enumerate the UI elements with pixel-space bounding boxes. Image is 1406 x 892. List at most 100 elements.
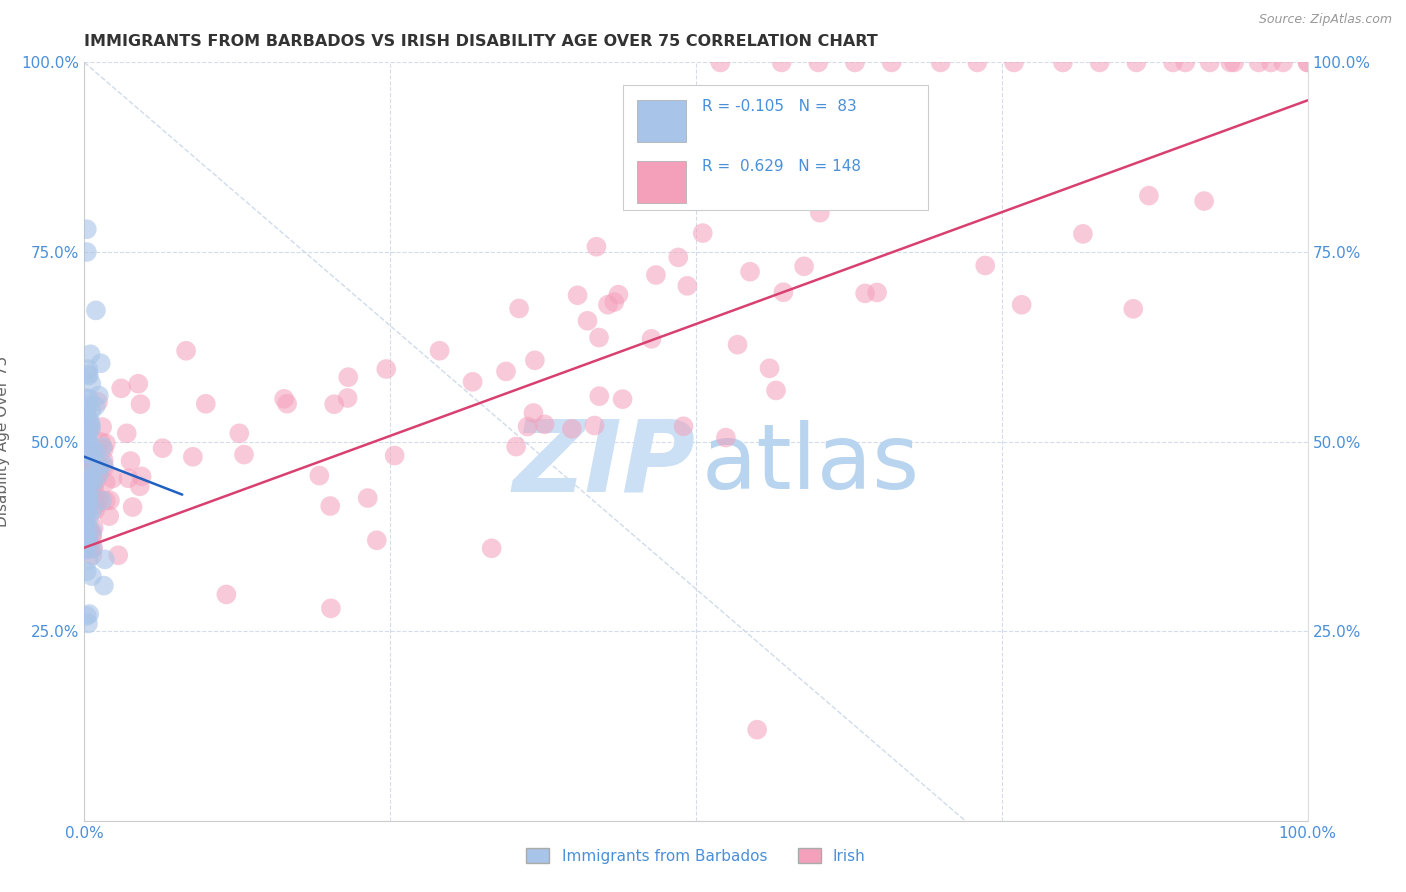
- Point: [84, 468, 107, 483]
- Point: [76, 409, 98, 424]
- Point: [645, 268, 668, 282]
- Point: [107, 548, 129, 563]
- Point: [880, 55, 903, 70]
- Point: [131, 469, 153, 483]
- Point: [495, 364, 517, 378]
- Point: [75, 474, 97, 488]
- Point: [91, 440, 114, 454]
- Point: [793, 260, 815, 274]
- Point: [1296, 55, 1319, 70]
- Text: Source: ZipAtlas.com: Source: ZipAtlas.com: [1258, 13, 1392, 27]
- Point: [75, 506, 97, 520]
- Point: [79, 541, 101, 556]
- Point: [76, 447, 98, 461]
- Point: [93, 579, 115, 593]
- Point: [93, 460, 115, 475]
- Point: [120, 454, 142, 468]
- Point: [73, 541, 96, 556]
- Point: [77, 491, 100, 505]
- Point: [77, 522, 100, 536]
- Point: [73, 470, 96, 484]
- Point: [1272, 55, 1295, 70]
- Point: [336, 391, 359, 405]
- Point: [82, 541, 104, 556]
- Point: [82, 529, 104, 543]
- Point: [73, 401, 96, 416]
- Point: [901, 106, 924, 120]
- Point: [692, 226, 714, 240]
- Point: [84, 498, 107, 512]
- Point: [76, 431, 98, 445]
- Point: [82, 541, 104, 555]
- Point: [75, 492, 97, 507]
- Point: [80, 464, 103, 478]
- Point: [84, 503, 107, 517]
- Point: [76, 494, 98, 508]
- Point: [612, 392, 634, 406]
- Point: [607, 287, 630, 301]
- Point: [194, 397, 217, 411]
- Text: ZIP: ZIP: [513, 416, 696, 513]
- Point: [319, 601, 342, 615]
- Point: [79, 482, 101, 496]
- Point: [128, 479, 150, 493]
- Point: [505, 440, 527, 454]
- Point: [974, 259, 997, 273]
- Point: [76, 542, 98, 557]
- Point: [94, 552, 117, 566]
- Point: [77, 367, 100, 381]
- Point: [76, 533, 98, 548]
- Point: [1122, 301, 1144, 316]
- Point: [76, 460, 98, 475]
- Point: [75, 527, 97, 541]
- Point: [75, 496, 97, 510]
- Point: [83, 474, 105, 488]
- Point: [844, 55, 866, 70]
- Point: [1002, 55, 1025, 70]
- Point: [672, 419, 695, 434]
- Point: [323, 397, 346, 411]
- Point: [174, 343, 197, 358]
- Point: [666, 251, 689, 265]
- Point: [75, 491, 97, 506]
- Point: [80, 403, 103, 417]
- Point: [87, 388, 110, 402]
- Point: [1125, 55, 1147, 70]
- Point: [93, 442, 115, 457]
- Text: atlas: atlas: [702, 420, 920, 508]
- Point: [77, 533, 100, 548]
- Point: [82, 494, 104, 508]
- Point: [80, 528, 103, 542]
- Point: [337, 370, 360, 384]
- Point: [76, 608, 98, 623]
- Point: [75, 483, 97, 498]
- Point: [73, 421, 96, 435]
- Point: [676, 278, 699, 293]
- Point: [79, 347, 101, 361]
- Point: [461, 375, 484, 389]
- Point: [233, 448, 256, 462]
- Point: [1219, 55, 1241, 70]
- Point: [80, 569, 103, 583]
- Point: [516, 419, 538, 434]
- Point: [76, 244, 98, 259]
- Point: [75, 409, 97, 423]
- Point: [79, 475, 101, 489]
- Point: [80, 478, 103, 492]
- Point: [76, 483, 98, 498]
- Point: [709, 55, 731, 70]
- Point: [533, 417, 555, 432]
- Point: [82, 548, 104, 563]
- Point: [319, 499, 342, 513]
- Point: [853, 286, 876, 301]
- Point: [79, 445, 101, 459]
- Point: [82, 524, 104, 538]
- Point: [808, 205, 831, 219]
- Point: [747, 723, 769, 737]
- Point: [76, 458, 98, 472]
- Point: [1198, 55, 1220, 70]
- Point: [84, 303, 107, 318]
- Point: [738, 265, 761, 279]
- Point: [76, 482, 98, 496]
- Point: [75, 406, 97, 420]
